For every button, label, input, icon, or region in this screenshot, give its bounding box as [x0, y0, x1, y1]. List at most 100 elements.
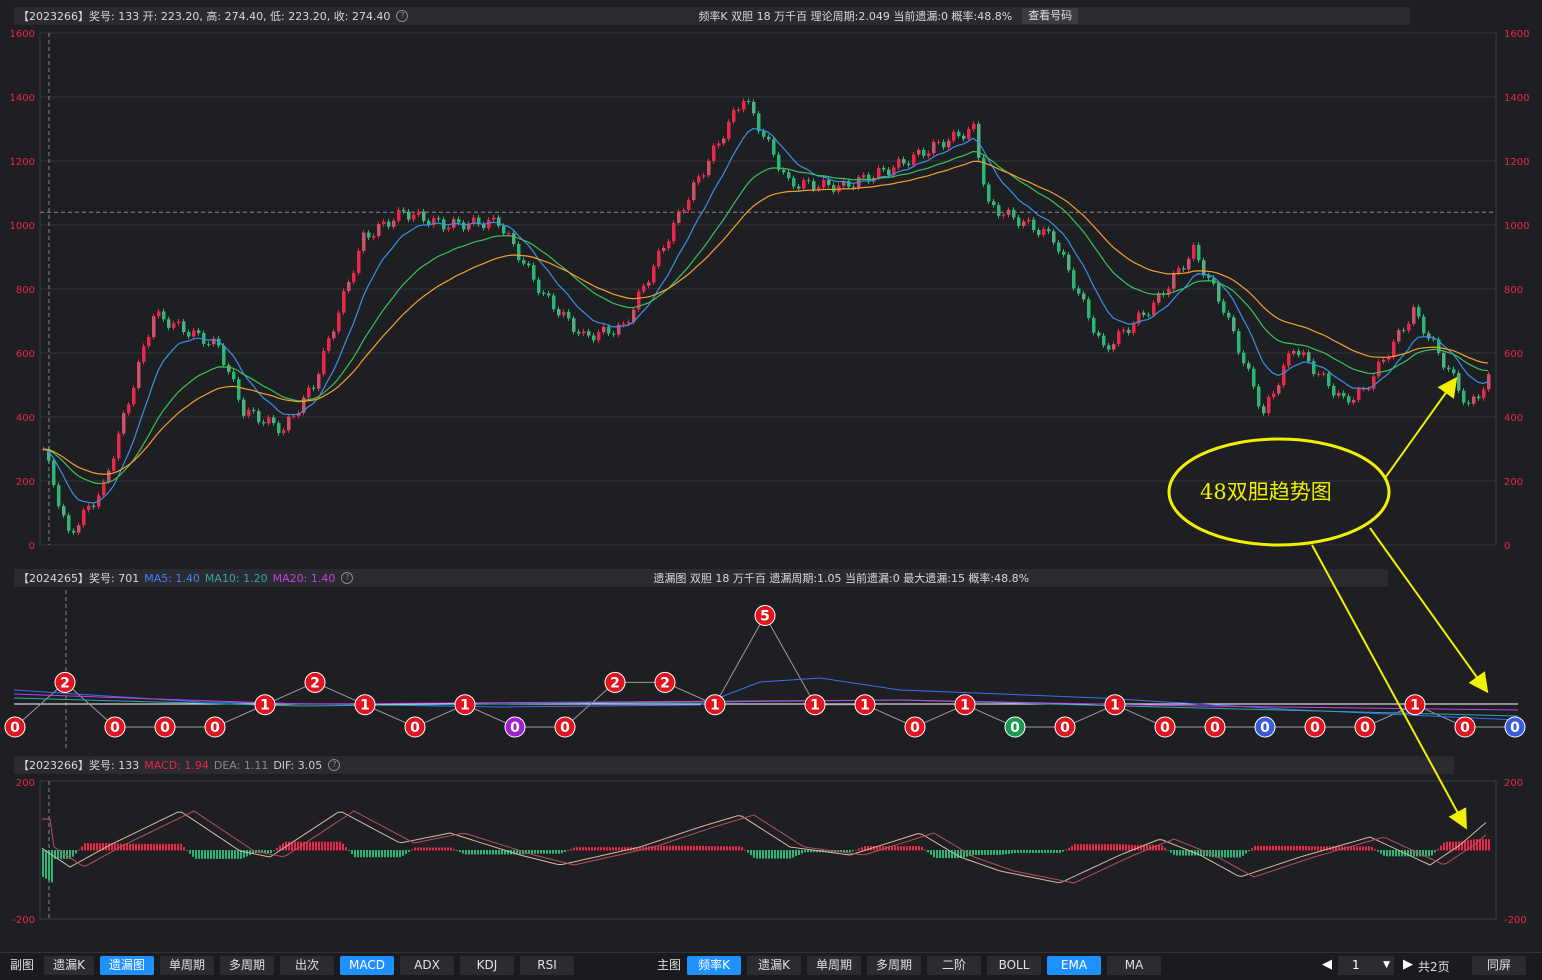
candle-body	[1167, 288, 1171, 295]
macd-histogram-bar	[87, 843, 89, 851]
subchart-tab-1[interactable]: 遗漏图	[100, 956, 154, 975]
candle-body	[772, 139, 776, 155]
macd-histogram-bar	[1164, 847, 1166, 851]
subchart-tab-8[interactable]: RSI	[520, 956, 574, 975]
subchart-tab-7[interactable]: KDJ	[460, 956, 514, 975]
macd-histogram-bar	[69, 850, 71, 859]
mainchart-tab-7[interactable]: MA	[1107, 956, 1161, 975]
subchart-tab-4[interactable]: 出次	[280, 956, 334, 975]
subchart-tab-5[interactable]: MACD	[340, 956, 394, 975]
candle-body	[787, 172, 791, 179]
kline-y-tick-left: 1600	[10, 29, 35, 40]
macd-histogram-bar	[207, 850, 209, 859]
candle-body	[767, 136, 771, 140]
candle-overlay	[1247, 363, 1251, 369]
miss-ma10: MA10: 1.20	[204, 571, 268, 585]
macd-histogram-bar	[393, 850, 395, 858]
macd-histogram-bar	[1350, 846, 1352, 851]
candle-overlay	[887, 169, 891, 176]
kline-y-tick-right: 200	[1504, 477, 1523, 488]
macd-histogram-bar	[726, 846, 728, 851]
mainchart-tab-6[interactable]: EMA	[1047, 956, 1101, 975]
macd-histogram-bar	[252, 850, 254, 854]
macd-histogram-bar	[288, 841, 290, 851]
macd-histogram-bar	[1119, 844, 1121, 851]
macd-histogram-bar	[114, 843, 116, 851]
candle-overlay	[512, 233, 516, 244]
macd-histogram-bar	[1362, 846, 1364, 851]
macd-histogram-bar	[1014, 850, 1016, 854]
candle-body	[447, 227, 451, 230]
candle-overlay	[1142, 312, 1146, 315]
macd-histogram-bar	[99, 843, 101, 851]
candle-body	[1442, 352, 1446, 368]
candle-body	[882, 167, 886, 170]
candle-body	[1017, 217, 1021, 226]
miss-node	[1104, 694, 1126, 716]
candle-body	[57, 485, 61, 507]
subchart-tab-0[interactable]: 遗漏K	[44, 956, 94, 975]
macd-histogram-bar	[219, 850, 221, 859]
macd-histogram-bar	[993, 850, 995, 855]
help-icon[interactable]: ?	[328, 759, 341, 771]
macd-histogram-bar	[597, 847, 599, 851]
candle-body	[1152, 302, 1156, 316]
mainchart-tab-2[interactable]: 单周期	[807, 956, 861, 975]
miss-node	[1254, 716, 1276, 738]
macd-histogram-bar	[1143, 844, 1145, 851]
miss-node-label: 2	[60, 675, 70, 691]
macd-histogram-bar	[93, 843, 95, 851]
mainchart-tab-3[interactable]: 多周期	[867, 956, 921, 975]
macd-histogram-bar	[738, 846, 740, 851]
candle-body	[1222, 301, 1226, 313]
candle-body	[412, 214, 416, 220]
macd-histogram-bar	[786, 850, 788, 859]
candle-overlay	[1112, 344, 1116, 350]
subchart-tab-2[interactable]: 单周期	[160, 956, 214, 975]
candle-body	[852, 186, 856, 188]
candle-body	[1067, 254, 1071, 271]
candle-body	[367, 232, 371, 238]
help-icon[interactable]: ?	[341, 572, 354, 584]
help-icon[interactable]: ?	[396, 10, 409, 22]
macd-histogram-bar	[1260, 845, 1262, 851]
mainchart-tab-0[interactable]: 频率K	[687, 956, 741, 975]
candle-body	[1272, 393, 1276, 398]
candle-body	[197, 330, 201, 334]
candle-body	[202, 333, 206, 345]
candle-body	[1042, 228, 1046, 235]
query-numbers-button[interactable]: 查看号码	[1022, 8, 1079, 24]
kline-y-tick-right: 0	[1504, 541, 1510, 552]
candle-body	[732, 110, 736, 122]
fullscreen-button[interactable]: 同屏	[1472, 956, 1526, 975]
mainchart-tab-5[interactable]: BOLL	[987, 956, 1041, 975]
macd-histogram-bar	[1338, 846, 1340, 851]
candle-body	[867, 174, 871, 182]
macd-histogram-bar	[867, 846, 869, 851]
subchart-tab-6[interactable]: ADX	[400, 956, 454, 975]
macd-histogram-bar	[1233, 850, 1235, 858]
prev-page-icon[interactable]: ◀	[1322, 957, 1332, 972]
candle-overlay	[1307, 352, 1311, 362]
candle-overlay	[497, 217, 501, 226]
candle-body	[177, 321, 181, 324]
candle-overlay	[197, 330, 201, 334]
subchart-tab-3[interactable]: 多周期	[220, 956, 274, 975]
macd-histogram-bar	[1179, 850, 1181, 856]
macd-histogram-bar	[921, 846, 923, 851]
kline-chart: 1600 1600 1400 1400 1200 1200 1000 1000 800 800 60…	[10, 29, 1530, 552]
macd-histogram-bar	[360, 850, 362, 858]
candle-body	[167, 319, 171, 328]
mainchart-tab-4[interactable]: 二阶	[927, 956, 981, 975]
macd-histogram-bar	[1377, 850, 1379, 852]
macd-histogram-bar	[933, 850, 935, 858]
page-select[interactable]: 1 ▼	[1338, 956, 1394, 975]
macd-histogram-bar	[1122, 844, 1124, 851]
candle-body	[682, 210, 686, 212]
mainchart-tab-1[interactable]: 遗漏K	[747, 956, 801, 975]
next-page-icon[interactable]: ▶	[1403, 957, 1413, 972]
macd-histogram-bar	[858, 848, 860, 851]
candle-body	[392, 220, 396, 227]
macd-histogram-bar	[57, 850, 59, 859]
candle-body	[1207, 275, 1211, 278]
